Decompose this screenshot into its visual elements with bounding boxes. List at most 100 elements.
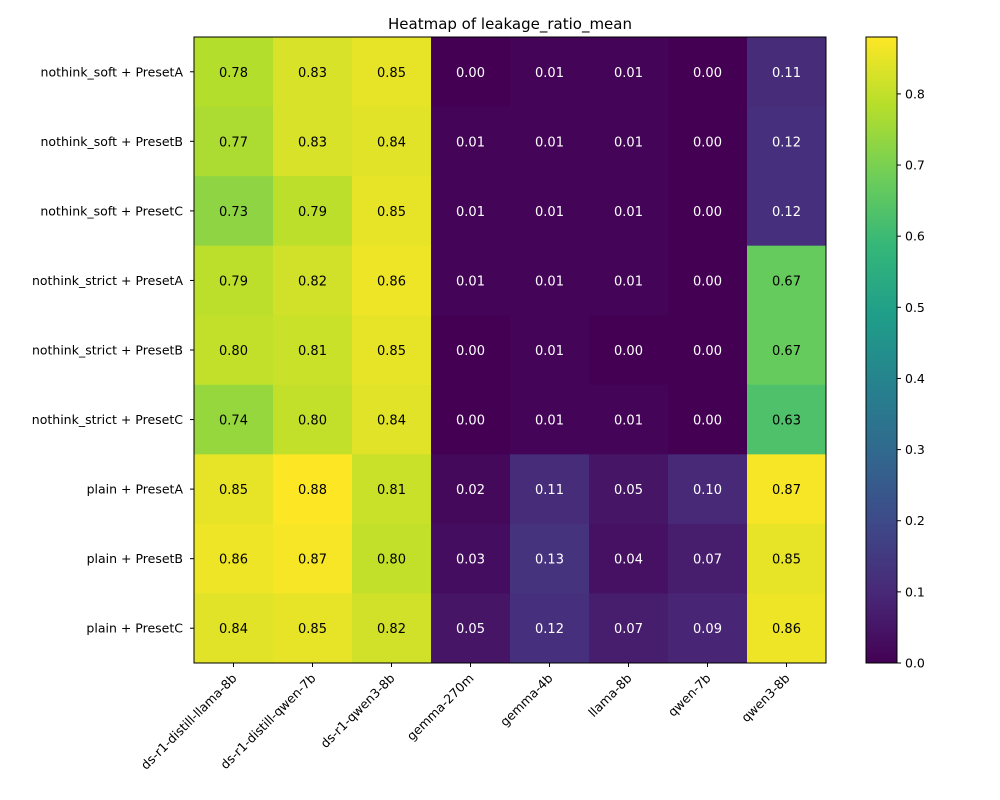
heatmap-cell-label: 0.01 bbox=[614, 66, 643, 81]
heatmap-cell bbox=[194, 37, 274, 108]
heatmap-cell bbox=[747, 176, 827, 247]
heatmap-cell bbox=[273, 315, 353, 386]
heatmap-cell-label: 0.88 bbox=[298, 483, 327, 498]
x-tick-label: qwen-7b bbox=[665, 670, 714, 719]
heatmap-cell-label: 0.05 bbox=[456, 622, 485, 637]
heatmap-cell-label: 0.85 bbox=[377, 66, 406, 81]
heatmap-cell bbox=[273, 245, 353, 316]
heatmap-cell-label: 0.05 bbox=[614, 483, 643, 498]
heatmap-cell bbox=[431, 37, 511, 108]
chart-title: Heatmap of leakage_ratio_mean bbox=[388, 15, 632, 34]
heatmap-cell bbox=[589, 593, 669, 664]
heatmap-cell-label: 0.87 bbox=[772, 483, 801, 498]
heatmap-cell bbox=[431, 384, 511, 455]
heatmap-cell bbox=[668, 176, 748, 247]
heatmap-cell bbox=[273, 523, 353, 594]
colorbar-tick-label: 0.0 bbox=[905, 656, 925, 671]
heatmap-cell bbox=[352, 106, 432, 177]
heatmap-cell bbox=[747, 384, 827, 455]
heatmap-cell-label: 0.01 bbox=[614, 135, 643, 150]
heatmap-cell bbox=[352, 176, 432, 247]
heatmap-cell-label: 0.85 bbox=[219, 483, 248, 498]
heatmap-cell-labels: 0.78 0.83 0.85 0.00 0.01 0.01 0.00 0.11 0.77 0.83… bbox=[219, 66, 801, 637]
heatmap-cell bbox=[747, 523, 827, 594]
heatmap-cell-label: 0.80 bbox=[298, 414, 327, 429]
colorbar-ticks: 0.0 0.1 0.2 0.3 0.4 0.5 0.6 0.7 0.8 bbox=[897, 86, 925, 671]
heatmap-cell-label: 0.03 bbox=[456, 553, 485, 568]
heatmap-cell bbox=[589, 106, 669, 177]
heatmap-cell bbox=[352, 315, 432, 386]
heatmap-cell-label: 0.78 bbox=[219, 66, 248, 81]
heatmap-cell bbox=[273, 176, 353, 247]
heatmap-cell bbox=[431, 593, 511, 664]
heatmap-cell-label: 0.11 bbox=[772, 66, 801, 81]
colorbar-tick-label: 0.5 bbox=[905, 300, 925, 315]
heatmap-cell bbox=[668, 315, 748, 386]
heatmap-cell bbox=[194, 523, 274, 594]
heatmap-cell-label: 0.67 bbox=[772, 274, 801, 289]
heatmap-cell-label: 0.77 bbox=[219, 135, 248, 150]
heatmap-cell bbox=[510, 106, 590, 177]
heatmap-cell-label: 0.12 bbox=[535, 622, 564, 637]
heatmap-cell bbox=[352, 523, 432, 594]
heatmap-cell-label: 0.00 bbox=[456, 344, 485, 359]
heatmap-cell bbox=[589, 384, 669, 455]
heatmap-cell bbox=[273, 37, 353, 108]
heatmap-cell-label: 0.01 bbox=[535, 205, 564, 220]
heatmap-cell-label: 0.00 bbox=[693, 274, 722, 289]
colorbar-tick-label: 0.1 bbox=[905, 584, 925, 599]
heatmap-cell-label: 0.01 bbox=[456, 135, 485, 150]
heatmap-cell bbox=[194, 454, 274, 525]
heatmap-cell-label: 0.86 bbox=[377, 274, 406, 289]
colorbar-tick-label: 0.4 bbox=[905, 371, 925, 386]
colorbar-gradient bbox=[866, 37, 897, 663]
heatmap-cell bbox=[589, 454, 669, 525]
heatmap-cell-label: 0.85 bbox=[772, 553, 801, 568]
heatmap-cell-label: 0.02 bbox=[456, 483, 485, 498]
heatmap-cell bbox=[510, 384, 590, 455]
heatmap-cell bbox=[431, 315, 511, 386]
heatmap-cell bbox=[510, 454, 590, 525]
heatmap-cell-label: 0.00 bbox=[693, 344, 722, 359]
y-tick-label: nothink_strict + PresetA bbox=[32, 273, 183, 288]
heatmap-cell-label: 0.67 bbox=[772, 344, 801, 359]
heatmap-cell bbox=[510, 315, 590, 386]
heatmap-cell bbox=[668, 245, 748, 316]
heatmap-cell bbox=[747, 245, 827, 316]
heatmap-cell-label: 0.85 bbox=[298, 622, 327, 637]
heatmap-cell-label: 0.01 bbox=[456, 205, 485, 220]
heatmap-cell-label: 0.00 bbox=[693, 135, 722, 150]
heatmap-cell-label: 0.07 bbox=[693, 553, 722, 568]
y-tick-label: plain + PresetB bbox=[87, 551, 183, 566]
x-tick-label: gemma-4b bbox=[497, 670, 556, 729]
heatmap-cell bbox=[273, 384, 353, 455]
heatmap-cell bbox=[352, 454, 432, 525]
x-tick-label: gemma-270m bbox=[404, 671, 477, 744]
heatmap-cell-label: 0.04 bbox=[614, 553, 643, 568]
colorbar-tick-label: 0.7 bbox=[905, 158, 925, 173]
heatmap-cell bbox=[668, 384, 748, 455]
heatmap-cell bbox=[589, 37, 669, 108]
heatmap-cell-label: 0.01 bbox=[614, 414, 643, 429]
heatmap-cell-label: 0.10 bbox=[693, 483, 722, 498]
heatmap-cell bbox=[747, 454, 827, 525]
heatmap-cell-label: 0.81 bbox=[377, 483, 406, 498]
heatmap-cell bbox=[589, 176, 669, 247]
heatmap-cell-label: 0.74 bbox=[219, 414, 248, 429]
heatmap-cell-label: 0.79 bbox=[219, 274, 248, 289]
heatmap-cell bbox=[668, 523, 748, 594]
y-tick-label: nothink_soft + PresetC bbox=[40, 203, 183, 218]
heatmap-cell bbox=[510, 176, 590, 247]
heatmap-cell-label: 0.01 bbox=[614, 274, 643, 289]
heatmap-cell-label: 0.12 bbox=[772, 135, 801, 150]
heatmap-cell bbox=[510, 245, 590, 316]
heatmap-cell bbox=[431, 454, 511, 525]
heatmap-cell bbox=[431, 106, 511, 177]
y-tick-label: plain + PresetA bbox=[87, 482, 184, 497]
heatmap-cell-label: 0.01 bbox=[535, 274, 564, 289]
heatmap-cell bbox=[668, 593, 748, 664]
heatmap-cells bbox=[194, 37, 827, 664]
heatmap-cell-label: 0.73 bbox=[219, 205, 248, 220]
heatmap-cell bbox=[589, 315, 669, 386]
heatmap-cell-label: 0.01 bbox=[535, 135, 564, 150]
